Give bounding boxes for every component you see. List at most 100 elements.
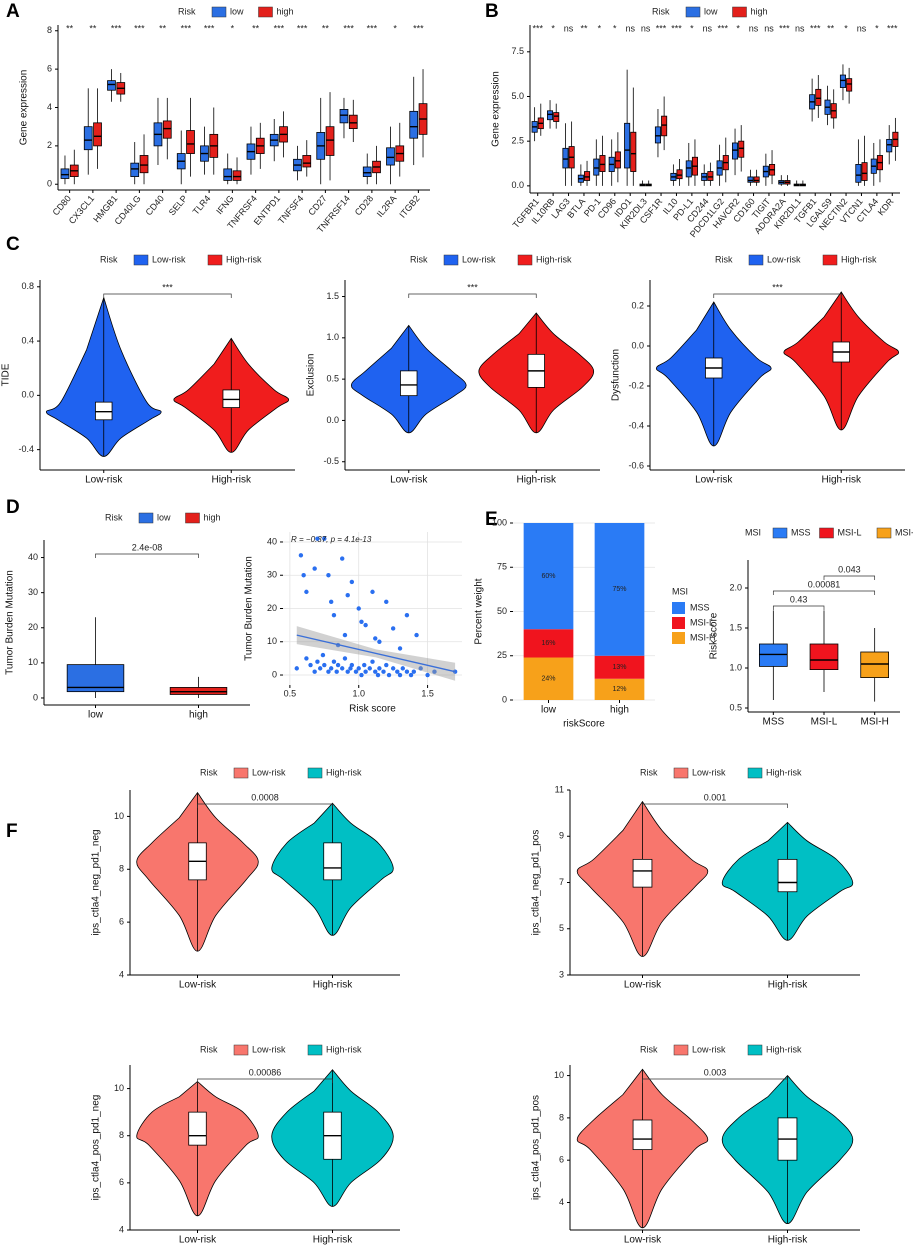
- y-tick-label: 0: [47, 179, 52, 189]
- box: [386, 147, 395, 166]
- point: [377, 639, 382, 644]
- legend-label: Low-risk: [252, 1044, 286, 1054]
- box: [759, 643, 788, 667]
- x-tick-label: MSI-L: [811, 717, 838, 728]
- point: [342, 632, 348, 638]
- point: [348, 666, 353, 671]
- point: [395, 669, 400, 674]
- x-axis-title: Risk score: [349, 704, 396, 715]
- bar-segment: [594, 523, 645, 656]
- x-tick-label: high: [189, 710, 208, 721]
- box: [130, 162, 140, 177]
- comparison-label: ***: [162, 282, 173, 292]
- box: [753, 176, 760, 183]
- legend-label: MSS: [690, 602, 710, 612]
- significance-label: *: [844, 23, 848, 33]
- significance-label: **: [252, 23, 260, 33]
- y-tick-label: 8: [119, 864, 124, 874]
- y-axis-title: ips_ctla4_pos_pd1_pos: [531, 1095, 542, 1200]
- y-tick-label: 40: [267, 536, 277, 546]
- point: [397, 672, 403, 678]
- point: [326, 669, 331, 674]
- y-axis-title: Percent weight: [474, 578, 485, 644]
- point: [411, 669, 417, 674]
- box: [707, 171, 714, 181]
- x-tick-label: Low-risk: [179, 980, 217, 991]
- box: [547, 110, 554, 121]
- point: [390, 626, 396, 631]
- box: [325, 126, 335, 156]
- value-label: 75%: [612, 586, 626, 593]
- point: [301, 573, 306, 578]
- legend-title: MSI: [745, 527, 761, 537]
- point: [404, 669, 410, 674]
- y-axis-title: Tumor Burden Mutation: [5, 570, 16, 675]
- y-tick-label: 0.4: [21, 335, 34, 345]
- significance-label: ns: [857, 23, 867, 33]
- y-axis-title: Exclusion: [306, 354, 317, 397]
- x-tick-label: High-risk: [768, 1235, 808, 1246]
- legend-label: low: [230, 6, 244, 16]
- box: [553, 112, 560, 122]
- point: [370, 589, 375, 595]
- legend-swatch: [685, 6, 701, 18]
- point: [345, 669, 350, 674]
- y-tick-label: 20: [28, 622, 38, 632]
- box: [599, 155, 606, 172]
- x-tick-label: low: [88, 710, 104, 721]
- point: [322, 662, 327, 668]
- y-tick-label: 5.0: [511, 91, 524, 101]
- point: [386, 672, 392, 678]
- y-tick-label: 6: [119, 1177, 124, 1187]
- y-tick-label: 2: [47, 140, 52, 150]
- legend-label: High-risk: [226, 254, 262, 264]
- significance-label: ns: [564, 23, 574, 33]
- point: [384, 662, 389, 668]
- x-tick-label: High-risk: [212, 475, 252, 486]
- x-tick-label: Low-risk: [624, 1235, 662, 1246]
- point: [304, 656, 309, 661]
- y-tick-label: 1.0: [729, 662, 742, 672]
- point: [404, 612, 410, 618]
- legend-title: Risk: [178, 6, 196, 16]
- x-tick-label: High-risk: [822, 475, 862, 486]
- legend-swatch: [672, 617, 685, 629]
- y-tick-label: 0.0: [511, 180, 524, 190]
- significance-label: ***: [111, 23, 122, 33]
- legend-label: low: [704, 6, 718, 16]
- point: [353, 669, 359, 674]
- box: [348, 114, 358, 130]
- x-tick-label: Low-risk: [695, 475, 733, 486]
- comparison-label: 0.0008: [251, 792, 279, 802]
- box: [93, 122, 102, 147]
- box: [232, 170, 242, 181]
- legend-swatch: [822, 254, 838, 266]
- point: [408, 672, 414, 678]
- x-tick-label: KDR: [876, 196, 896, 217]
- point: [425, 672, 430, 678]
- x-tick-label: MSI-H: [860, 717, 888, 728]
- box: [886, 138, 893, 153]
- box: [624, 122, 631, 169]
- box: [562, 147, 569, 169]
- legend-swatch: [673, 767, 689, 779]
- y-tick-label: 0.0: [21, 390, 34, 400]
- legend-label: High-risk: [536, 254, 572, 264]
- legend-label: MSI-H: [895, 527, 913, 537]
- legend-label: Low-risk: [692, 1044, 726, 1054]
- x-tick-label: IFNG: [214, 193, 235, 216]
- legend-title: Risk: [410, 254, 428, 264]
- y-tick-label: 4: [119, 969, 124, 979]
- panel-label: D: [6, 497, 20, 518]
- legend-title: Risk: [652, 6, 670, 16]
- box: [593, 158, 600, 176]
- legend-title: Risk: [200, 767, 218, 777]
- point: [375, 672, 381, 678]
- point: [340, 556, 345, 561]
- comparison-label: 0.043: [838, 564, 861, 574]
- legend-swatch: [185, 512, 200, 524]
- y-tick-label: 10: [114, 811, 124, 821]
- comparison-bracket: [772, 605, 825, 610]
- y-tick-label: 8: [119, 1130, 124, 1140]
